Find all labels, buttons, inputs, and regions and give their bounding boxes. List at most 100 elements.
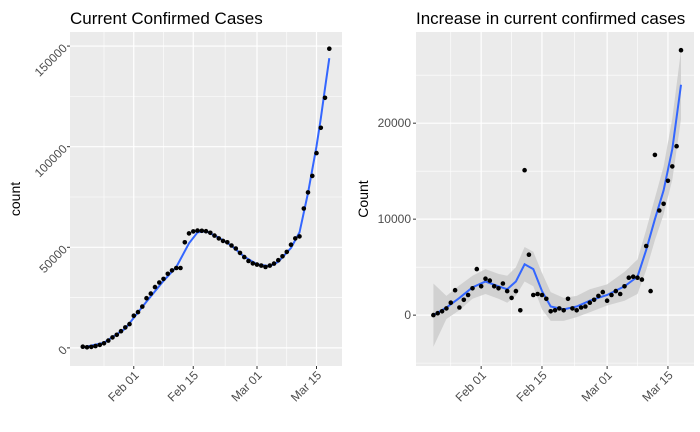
data-point <box>544 296 549 302</box>
chart-current-confirmed: Current Confirmed Cases 0 50000 100000 1500… <box>7 9 342 405</box>
data-point <box>165 271 171 277</box>
x-tick-label: Mar 01 <box>228 368 265 405</box>
data-point <box>301 206 307 211</box>
data-point <box>250 261 256 266</box>
data-point <box>500 281 506 286</box>
y-axis-label: Count <box>355 180 371 217</box>
data-point <box>276 257 281 263</box>
data-point <box>483 276 488 282</box>
data-point <box>191 229 196 234</box>
data-point <box>169 268 175 273</box>
data-point <box>548 309 553 314</box>
data-point <box>561 308 566 313</box>
x-tick-label: Mar 15 <box>288 368 325 405</box>
data-point <box>80 344 86 350</box>
data-point <box>557 306 562 311</box>
y-tick-label: 100000 <box>32 142 70 180</box>
data-point <box>613 288 619 294</box>
data-point <box>246 258 251 264</box>
data-point <box>570 306 575 311</box>
data-point <box>237 250 243 256</box>
data-point <box>531 292 536 298</box>
data-point <box>140 304 145 309</box>
data-point <box>178 265 183 271</box>
data-point <box>259 263 264 268</box>
data-point <box>293 236 298 241</box>
x-axis: Feb 01 Feb 15 Mar 01 Mar 15 <box>453 366 676 405</box>
y-tick-label: 10000 <box>378 212 412 226</box>
data-point <box>97 342 103 348</box>
data-point <box>314 150 319 156</box>
data-point <box>186 231 192 236</box>
data-point <box>161 276 166 282</box>
data-point <box>242 254 247 260</box>
data-point <box>444 306 449 311</box>
data-point <box>327 46 332 51</box>
data-point <box>267 263 273 268</box>
y-tick-label: 20000 <box>378 116 412 130</box>
data-point <box>174 265 179 271</box>
data-point <box>229 243 234 248</box>
data-point <box>652 152 658 158</box>
data-point <box>199 228 205 234</box>
data-point <box>670 164 675 169</box>
data-point <box>591 297 597 303</box>
data-point <box>574 308 579 313</box>
x-tick-label: Feb 01 <box>105 368 142 405</box>
data-point <box>539 292 545 298</box>
data-point <box>280 253 285 259</box>
data-point <box>635 275 640 281</box>
data-point <box>114 332 120 338</box>
data-point <box>431 312 436 318</box>
x-tick-label: Mar 01 <box>579 368 616 405</box>
data-point <box>609 292 614 298</box>
data-point <box>496 286 501 291</box>
plot-panel-bg <box>70 32 342 366</box>
data-point <box>600 289 606 295</box>
data-point <box>578 305 584 310</box>
y-axis: 0 10000 20000 <box>378 116 416 322</box>
chart-title: Current Confirmed Cases <box>70 9 263 28</box>
x-tick-label: Mar 15 <box>639 368 676 405</box>
data-point <box>106 338 111 343</box>
data-point <box>195 228 200 233</box>
data-point <box>470 286 475 291</box>
data-point <box>305 190 311 195</box>
data-point <box>212 233 217 238</box>
data-point <box>513 288 519 294</box>
data-point <box>648 288 653 294</box>
data-point <box>491 284 497 289</box>
data-point <box>118 328 124 334</box>
x-tick-label: Feb 01 <box>453 368 490 405</box>
y-axis-label: count <box>7 182 23 216</box>
data-point <box>148 291 154 296</box>
data-point <box>457 305 462 310</box>
smooth-line <box>432 84 682 316</box>
y-axis: 0 50000 100000 150000 <box>32 41 70 358</box>
data-point <box>310 173 315 179</box>
y-tick-label: 50000 <box>36 242 70 276</box>
data-point <box>565 296 571 302</box>
data-point <box>435 310 441 316</box>
data-point <box>665 178 671 184</box>
data-point <box>504 288 510 294</box>
x-axis: Feb 01 Feb 15 Mar 01 Mar 15 <box>105 366 325 405</box>
data-point <box>318 125 324 131</box>
data-point <box>182 240 188 245</box>
data-point <box>622 284 627 289</box>
data-points <box>431 47 684 318</box>
data-point <box>643 243 649 249</box>
data-point <box>110 335 115 340</box>
data-point <box>297 234 302 239</box>
data-point <box>604 298 610 304</box>
data-point <box>322 95 328 101</box>
grid-lines <box>70 32 342 366</box>
data-point <box>152 284 158 290</box>
data-point <box>639 277 645 282</box>
data-point <box>661 201 666 207</box>
data-point <box>271 261 277 266</box>
chart-increase-confirmed: Increase in current confirmed cases 0 100… <box>355 9 694 405</box>
data-point <box>452 287 458 293</box>
data-point <box>216 236 222 241</box>
